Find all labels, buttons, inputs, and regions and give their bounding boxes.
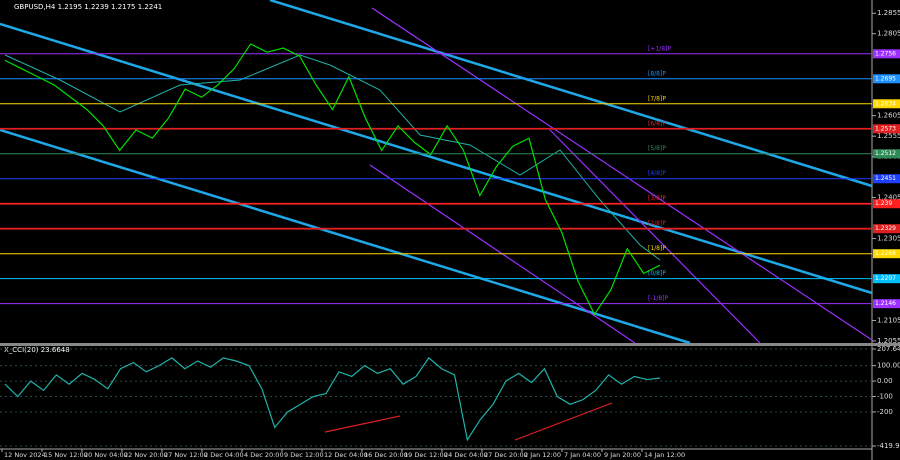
x-tick-label: 2 Jan 12:00 [524,451,561,459]
level-price-box [873,224,900,234]
channel-line [0,128,691,345]
level-label: [4/8]P [648,170,666,177]
x-tick-label: 12 Dec 04:00 [324,451,368,459]
x-tick-label: 15 Nov 12:00 [44,451,88,459]
divergence-line [324,415,401,433]
level-price-box [873,49,900,59]
y-tick-label: -419.9344 [877,442,900,450]
indicator-title: X_CCI(20) 23.6648 [4,346,70,354]
x-tick-label: 4 Dec 20:00 [244,451,284,459]
channel-line [371,7,873,341]
y-tick-label: 100.00 [877,362,900,370]
level-price: 1.2573 [875,125,896,132]
level-label: [1/8]P [648,245,666,252]
y-tick-label: 1.2805 [877,30,900,38]
level-label: [8/8]P [648,70,666,77]
y-tick-label: 1.2105 [877,316,900,324]
x-tick-label: 27 Nov 12:00 [164,451,208,459]
level-price-box [873,174,900,184]
x-tick-label: 19 Dec 12:00 [404,451,448,459]
level-price: 1.2451 [875,175,896,182]
x-tick-label: 9 Dec 12:00 [284,451,324,459]
x-tick-label: 27 Dec 20:00 [484,451,528,459]
divergence-line [514,402,613,441]
x-tick-label: 14 Jan 12:00 [644,451,685,459]
cci-line [4,357,661,442]
channel-line [269,0,873,188]
level-price: 1.2512 [875,150,896,157]
level-price-box [873,124,900,134]
level-price: 1.2634 [875,100,896,107]
y-tick-label: 1.2405 [877,194,900,202]
level-label: [3/8]P [648,195,666,202]
x-tick-label: 20 Nov 04:00 [84,451,128,459]
level-label: [2/8]P [648,220,666,227]
y-tick-label: 1.2855 [877,9,900,17]
level-price-box [873,74,900,84]
level-price: 1.2695 [875,75,896,82]
y-tick-label: -100 [877,393,893,401]
y-tick-label: 1.2605 [877,112,900,120]
plot-background [0,0,872,460]
level-price: 1.2268 [875,250,896,257]
y-tick-label: 1.2055 [877,337,900,345]
x-tick-label: 24 Dec 04:00 [444,451,488,459]
y-tick-label: 207.6441 [877,345,900,353]
level-label: [-1/8]P [648,295,669,302]
level-price-box [873,274,900,284]
level-price-box [873,99,900,109]
x-tick-label: 2 Dec 04:00 [204,451,244,459]
channels [0,0,873,345]
level-price: 1.2146 [875,300,896,307]
panel-separator [0,343,900,346]
x-tick-label: 7 Jan 04:00 [564,451,601,459]
x-tick-label: 22 Nov 20:00 [124,451,168,459]
level-label: [5/8]P [648,145,666,152]
channel-line [549,129,761,344]
level-price-box [873,149,900,159]
price-line [4,43,661,316]
chart-title: GBPUSD,H4 1.2195 1.2239 1.2175 1.2241 [14,3,162,11]
y-tick-label: 1.2305 [877,235,900,243]
level-label: [0/8]P [648,270,666,277]
x-tick-label: 9 Jan 20:00 [604,451,641,459]
level-price: 1.239 [875,200,892,207]
level-label: [+1/8]P [648,45,671,52]
level-price: 1.2207 [875,275,896,282]
moving-average [4,54,661,261]
level-price: 1.2329 [875,225,896,232]
y-tick-label: -200 [877,408,893,416]
y-tick-label: 1.2555 [877,132,900,140]
level-label: [6/8]P [648,120,666,127]
level-price-box [873,299,900,309]
channel-line [0,22,873,295]
y-tick-label: 0.00 [877,377,893,385]
level-label: [7/8]P [648,95,666,102]
level-price: 1.2756 [875,50,896,57]
x-tick-label: 16 Dec 20:00 [364,451,408,459]
x-tick-label: 12 Nov 2024 [4,451,46,459]
level-price-box [873,249,900,259]
level-price-box [873,199,900,209]
